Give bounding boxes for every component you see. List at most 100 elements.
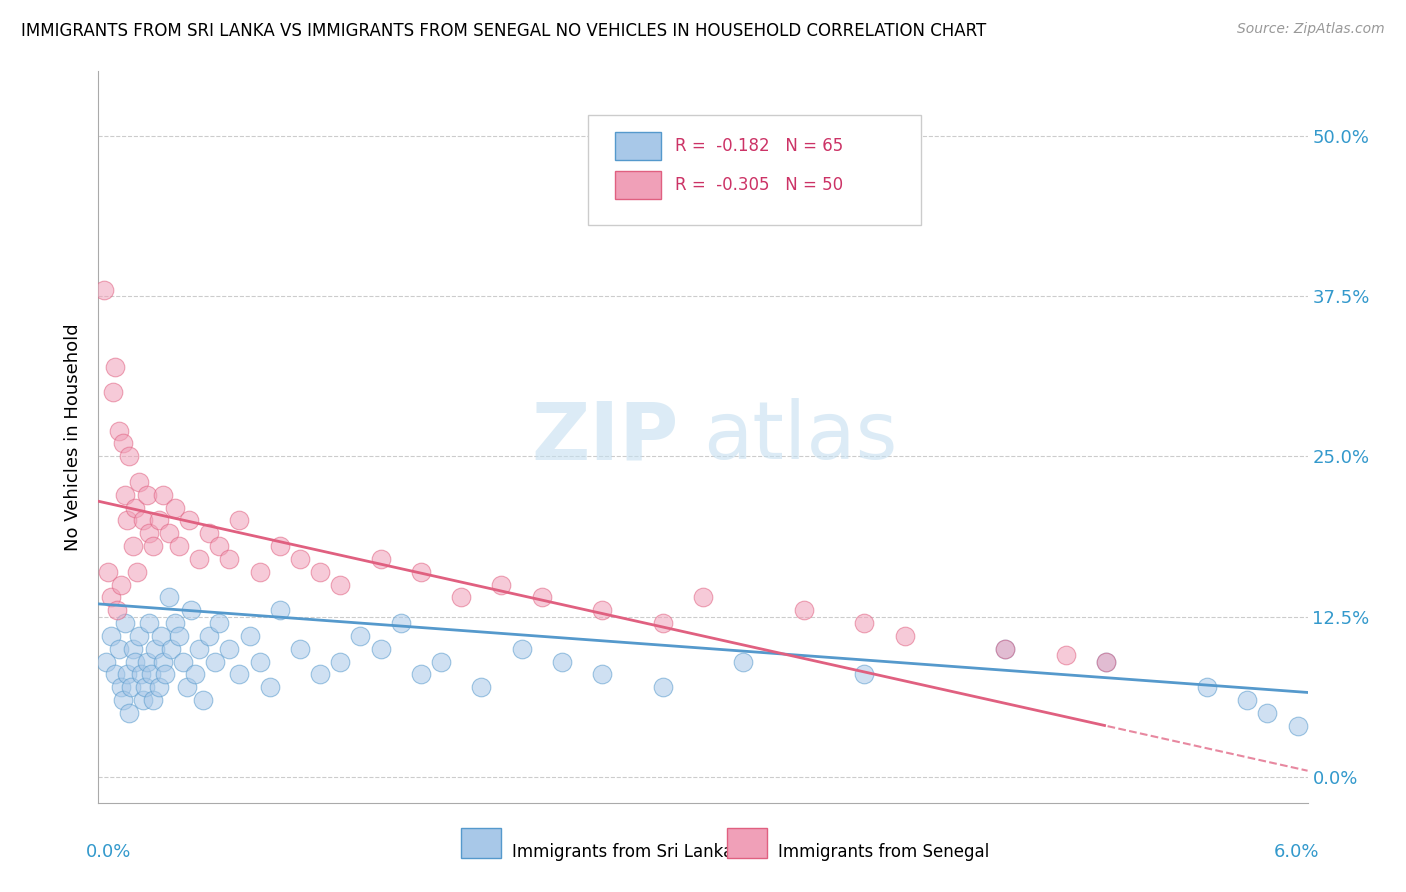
Point xyxy=(188,552,211,566)
Point xyxy=(288,552,311,566)
Text: R =  -0.182   N = 65: R = -0.182 N = 65 xyxy=(675,137,844,155)
Point xyxy=(450,591,472,605)
Point xyxy=(118,450,141,464)
Point xyxy=(793,603,815,617)
Point xyxy=(115,514,138,528)
Bar xyxy=(614,132,661,160)
Point xyxy=(1095,655,1118,669)
Point xyxy=(100,591,122,605)
Bar xyxy=(727,829,768,858)
Point xyxy=(135,488,157,502)
Point xyxy=(188,641,211,656)
Point xyxy=(152,488,174,502)
Point xyxy=(1095,655,1118,669)
Point xyxy=(134,681,156,695)
Bar xyxy=(461,829,501,858)
Point xyxy=(269,539,291,553)
Point xyxy=(510,641,533,656)
Point xyxy=(193,693,215,707)
Point xyxy=(148,681,170,695)
Point xyxy=(208,616,231,631)
Point xyxy=(110,681,132,695)
Text: Source: ZipAtlas.com: Source: ZipAtlas.com xyxy=(1237,22,1385,37)
Point xyxy=(172,655,194,669)
Point xyxy=(138,526,160,541)
Point xyxy=(853,667,876,681)
Point xyxy=(118,706,141,720)
Point xyxy=(138,616,160,631)
Point xyxy=(551,655,574,669)
Y-axis label: No Vehicles in Household: No Vehicles in Household xyxy=(65,323,83,551)
Point xyxy=(157,526,180,541)
Point xyxy=(228,667,250,681)
Point xyxy=(204,655,226,669)
Point xyxy=(893,629,915,643)
Point xyxy=(142,539,165,553)
Point xyxy=(179,514,201,528)
Point xyxy=(218,641,240,656)
Point xyxy=(370,552,392,566)
Point xyxy=(430,655,453,669)
Point xyxy=(1195,681,1218,695)
Point xyxy=(409,667,432,681)
Point xyxy=(111,436,134,450)
Point xyxy=(228,514,250,528)
Point xyxy=(124,500,146,515)
Point xyxy=(591,603,613,617)
Point xyxy=(101,385,124,400)
Point xyxy=(107,424,129,438)
Point xyxy=(124,655,146,669)
Point xyxy=(1054,648,1077,663)
Point xyxy=(129,667,152,681)
Point xyxy=(121,539,143,553)
Point xyxy=(389,616,412,631)
Point xyxy=(239,629,262,643)
Point xyxy=(184,667,207,681)
Text: IMMIGRANTS FROM SRI LANKA VS IMMIGRANTS FROM SENEGAL NO VEHICLES IN HOUSEHOLD CO: IMMIGRANTS FROM SRI LANKA VS IMMIGRANTS … xyxy=(21,22,987,40)
Point xyxy=(148,514,170,528)
Point xyxy=(218,552,240,566)
Point xyxy=(103,359,125,374)
Point xyxy=(93,283,115,297)
Point xyxy=(733,655,755,669)
Point xyxy=(110,577,132,591)
Point xyxy=(470,681,492,695)
Point xyxy=(142,693,165,707)
Text: Immigrants from Senegal: Immigrants from Senegal xyxy=(778,843,990,861)
Point xyxy=(180,603,202,617)
Point xyxy=(329,655,352,669)
Point xyxy=(132,514,155,528)
Point xyxy=(163,500,186,515)
Point xyxy=(149,629,172,643)
Point xyxy=(651,616,673,631)
Point xyxy=(491,577,513,591)
Point xyxy=(249,565,271,579)
Point xyxy=(163,616,186,631)
Point xyxy=(135,655,157,669)
Point xyxy=(114,616,136,631)
Point xyxy=(125,565,148,579)
Bar xyxy=(614,171,661,199)
Point xyxy=(153,667,176,681)
Point xyxy=(994,641,1017,656)
Point xyxy=(269,603,291,617)
Point xyxy=(128,475,150,489)
Point xyxy=(651,681,673,695)
Point xyxy=(198,526,221,541)
Point xyxy=(121,641,143,656)
Text: 6.0%: 6.0% xyxy=(1274,843,1320,861)
Point xyxy=(208,539,231,553)
Text: atlas: atlas xyxy=(703,398,897,476)
Point xyxy=(132,693,155,707)
Point xyxy=(530,591,553,605)
Point xyxy=(198,629,221,643)
Point xyxy=(160,641,183,656)
Point xyxy=(409,565,432,579)
Point xyxy=(167,629,190,643)
Point xyxy=(994,641,1017,656)
Point xyxy=(107,641,129,656)
Point xyxy=(114,488,136,502)
Point xyxy=(249,655,271,669)
Point xyxy=(139,667,162,681)
Point xyxy=(329,577,352,591)
